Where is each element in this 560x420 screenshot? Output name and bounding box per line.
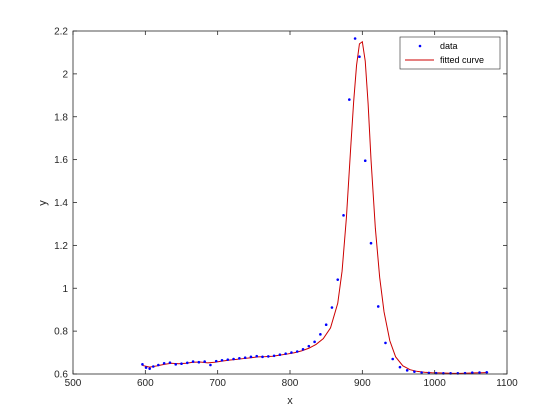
data-point — [267, 355, 270, 358]
data-point — [348, 98, 351, 101]
data-point — [191, 360, 195, 363]
data-point — [144, 366, 148, 369]
data-point — [238, 357, 241, 360]
data-point — [255, 354, 259, 358]
data-point — [203, 360, 206, 363]
x-tick-label: 1100 — [496, 378, 518, 389]
data-point — [290, 351, 293, 354]
data-point — [243, 356, 247, 360]
data-point — [319, 333, 322, 336]
data-point — [278, 353, 282, 357]
y-tick-label: 1.2 — [54, 241, 68, 252]
data-point — [313, 340, 316, 344]
legend-fit-label: fitted curve — [440, 55, 484, 65]
data-point — [413, 370, 416, 373]
x-tick-label: 700 — [209, 378, 226, 389]
data-point — [369, 241, 373, 245]
data-point — [330, 306, 334, 309]
x-axis-label: x — [287, 395, 293, 407]
data-point — [307, 344, 311, 348]
legend: data fitted curve — [399, 36, 501, 70]
data-point — [226, 358, 230, 361]
data-point — [391, 357, 395, 361]
x-tick-label: 800 — [282, 378, 299, 389]
data-point — [420, 371, 423, 374]
data-point — [261, 355, 264, 359]
x-tick-label: 900 — [354, 378, 371, 389]
data-point — [141, 363, 144, 366]
y-tick-label: 1 — [62, 284, 68, 295]
y-axis-ticks: 0.6 0.8 1 1.2 1.4 1.6 1.8 2 2.2 — [54, 27, 507, 381]
data-point — [376, 305, 380, 308]
x-tick-label: 600 — [137, 378, 154, 389]
data-point — [209, 363, 212, 367]
data-point — [336, 278, 340, 281]
data-point — [220, 358, 224, 362]
data-point — [485, 370, 489, 374]
data-point — [384, 341, 387, 345]
data-point — [342, 214, 345, 217]
data-point — [197, 360, 201, 364]
data-point — [324, 323, 328, 326]
data-point — [427, 371, 431, 375]
data-point — [301, 348, 305, 351]
y-tick-label: 1.8 — [54, 112, 68, 123]
data-point — [358, 55, 361, 59]
data-point — [398, 365, 402, 369]
y-tick-label: 1.6 — [54, 155, 68, 166]
y-tick-label: 1.4 — [54, 198, 68, 209]
data-point — [272, 354, 276, 358]
data-point — [470, 371, 474, 375]
data-point — [249, 355, 253, 359]
x-axis-ticks: 500 600 700 800 900 1000 1100 — [65, 31, 518, 389]
data-point — [157, 363, 160, 367]
legend-data-label: data — [440, 41, 458, 51]
y-axis-label: y — [37, 200, 49, 206]
y-tick-label: 2 — [62, 69, 68, 80]
fitted-curve-line — [142, 40, 489, 374]
data-point — [295, 350, 299, 353]
data-point — [185, 361, 189, 365]
plot-area — [73, 31, 507, 374]
data-point — [148, 367, 151, 370]
data-point — [174, 363, 178, 366]
y-tick-label: 0.8 — [54, 327, 68, 338]
legend-data-marker — [418, 44, 422, 48]
data-point — [478, 371, 481, 374]
data-point — [363, 159, 367, 162]
x-tick-label: 500 — [65, 378, 82, 389]
y-tick-label: 2.2 — [54, 27, 68, 38]
y-tick-label: 0.6 — [54, 370, 68, 381]
legend-box — [399, 36, 501, 70]
data-point — [151, 365, 155, 368]
data-point — [214, 359, 218, 363]
data-point — [168, 361, 172, 364]
data-point — [180, 362, 183, 366]
data-layer — [141, 37, 489, 375]
data-point — [284, 352, 287, 355]
x-tick-label: 1000 — [424, 378, 447, 389]
data-point — [405, 369, 409, 372]
data-point — [232, 357, 235, 361]
data-point — [353, 37, 357, 40]
data-point — [162, 361, 166, 365]
